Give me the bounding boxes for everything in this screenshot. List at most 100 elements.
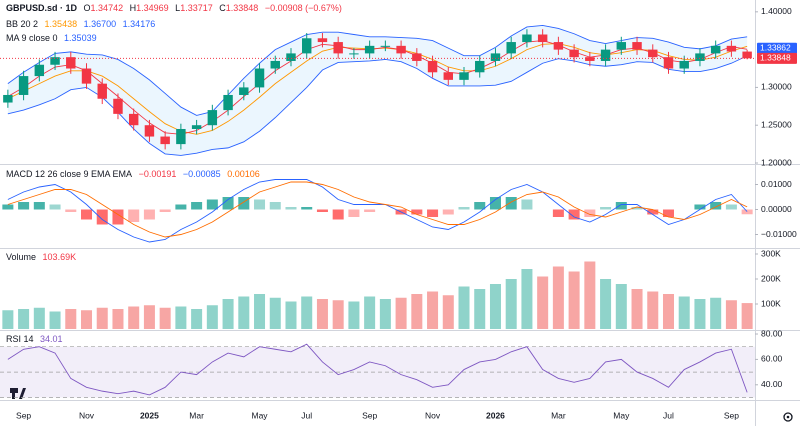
candle-body	[506, 42, 516, 54]
candle-body	[66, 57, 76, 69]
histogram-bar	[316, 209, 328, 212]
rsi-band	[0, 346, 755, 398]
x-tick-label: Mar	[189, 410, 204, 420]
y-tick-label: 1.30000	[761, 82, 792, 92]
volume-bar	[741, 303, 753, 329]
volume-bar	[584, 261, 596, 329]
candle-body	[380, 45, 391, 47]
histogram-bar	[238, 197, 250, 210]
macd-legend: MACD 12 26 close 9 EMA EMA −0.00191 −0.0…	[6, 169, 264, 179]
y-tick-label: 100K	[761, 298, 781, 308]
candle-body	[50, 57, 60, 65]
candle-body	[553, 42, 564, 50]
x-tick-label: Sep	[724, 410, 739, 420]
ma-legend: MA 9 close 0 1.35039	[6, 33, 101, 43]
volume-bar	[552, 266, 564, 329]
volume-bar	[631, 289, 643, 329]
volume-bar	[301, 296, 313, 329]
histogram-bar	[442, 209, 454, 215]
x-tick-label: May	[613, 410, 630, 420]
candle-body	[742, 51, 752, 59]
x-tick-label: Nov	[79, 410, 95, 420]
volume-bar	[364, 296, 376, 329]
field-key: H	[129, 3, 137, 13]
tv-logo	[10, 388, 26, 399]
candle-body	[3, 94, 13, 103]
histogram-bar	[81, 209, 93, 220]
candle-body	[176, 128, 186, 145]
candle-body	[537, 34, 548, 43]
candle-body	[632, 42, 642, 50]
indicator-value: 103.69K	[42, 252, 77, 262]
y-tick-label: 0.00000	[761, 204, 792, 214]
candle-body	[239, 87, 249, 95]
histogram-bar	[348, 209, 360, 217]
volume-bar	[33, 307, 45, 329]
symbol-title: GBPUSD.sd · 1D	[6, 3, 78, 13]
histogram-bar	[552, 209, 564, 217]
histogram-bar	[521, 199, 533, 210]
histogram-bar	[49, 204, 61, 210]
x-tick-label: Sep	[16, 410, 31, 420]
close-value: 1.33848	[225, 3, 259, 13]
indicator-value: 1.35438	[44, 19, 78, 29]
volume-legend: Volume 103.69K	[6, 252, 80, 262]
volume-bar	[18, 309, 30, 329]
candle-body	[679, 60, 689, 69]
y-tick-label: 60.00	[761, 354, 783, 364]
histogram-bar	[710, 202, 722, 210]
volume-bar	[285, 301, 297, 329]
candle-body	[585, 57, 595, 61]
volume-bar	[647, 291, 659, 329]
indicator-name: BB 20 2	[6, 19, 39, 29]
histogram-bar	[489, 197, 501, 210]
candle-body	[349, 53, 359, 55]
volume-bar	[568, 271, 580, 329]
field-key: C	[219, 3, 226, 13]
histogram-bar	[615, 202, 627, 210]
histogram-bar	[128, 209, 140, 222]
indicator-value: 34.01	[40, 334, 63, 344]
indicator-line	[7, 179, 748, 243]
histogram-bar	[206, 199, 218, 210]
volume-bar	[143, 305, 155, 329]
histogram-bar	[269, 202, 281, 210]
candle-body	[695, 53, 705, 61]
y-tick-label: 40.00	[761, 379, 783, 389]
candle-body	[144, 125, 155, 137]
x-tick-label: Jul	[301, 410, 312, 420]
candle-body	[34, 64, 45, 77]
histogram-bar	[65, 209, 77, 212]
settings-icon[interactable]	[783, 412, 793, 422]
candle-body	[412, 53, 422, 61]
volume-bar	[206, 305, 218, 329]
indicator-line	[7, 55, 748, 156]
x-tick-label: May	[252, 410, 269, 420]
x-tick-label: Sep	[362, 410, 377, 420]
histogram-bar	[600, 207, 612, 210]
rsi-line	[7, 343, 748, 396]
histogram-bar	[143, 209, 155, 220]
histogram-bar	[285, 207, 297, 210]
indicator-value: 1.36700	[83, 19, 117, 29]
volume-bar	[379, 299, 391, 329]
indicator-value: 1.34176	[122, 19, 156, 29]
bb-legend: BB 20 2 1.35438 1.36700 1.34176	[6, 19, 159, 29]
histogram-bar	[458, 207, 470, 210]
volume-bar	[81, 310, 93, 329]
volume-bar	[222, 299, 234, 329]
histogram-bar	[96, 209, 108, 225]
indicator-name: Volume	[6, 252, 37, 262]
volume-bar	[348, 301, 360, 329]
indicator-value: 0.00106	[227, 169, 260, 179]
volume-bar	[505, 279, 517, 329]
volume-bar	[159, 307, 171, 329]
open-value: 1.34742	[90, 3, 124, 13]
low-value: 1.33717	[180, 3, 213, 13]
price-tag	[757, 42, 797, 54]
volume-bar	[678, 296, 690, 329]
volume-bar	[537, 276, 549, 329]
y-tick-label: −0.01000	[761, 229, 797, 239]
histogram-bar	[332, 209, 344, 220]
